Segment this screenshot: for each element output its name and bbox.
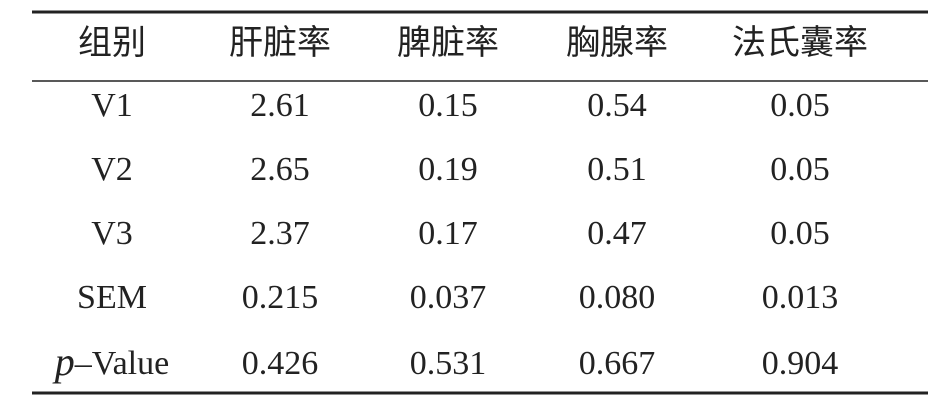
header-cell: 组别 <box>78 24 146 62</box>
value-cell: 0.426 <box>242 345 319 382</box>
header-cell: 胸腺率 <box>566 24 668 62</box>
value-cell: 0.17 <box>418 215 478 252</box>
header-cell: 肝脏率 <box>229 24 331 62</box>
value-cell: 0.080 <box>579 279 656 316</box>
value-cell: 0.51 <box>587 151 647 188</box>
value-cell: 0.05 <box>770 87 830 124</box>
value-cell: 0.05 <box>770 215 830 252</box>
value-cell: 0.215 <box>242 279 319 316</box>
row-label: V2 <box>91 151 133 188</box>
value-cell: 0.013 <box>762 279 839 316</box>
row-label: V1 <box>91 87 133 124</box>
italic-symbol: p <box>52 339 75 384</box>
value-cell: 0.15 <box>418 87 478 124</box>
row-label: V3 <box>91 215 133 252</box>
value-cell: 2.61 <box>250 87 310 124</box>
row-label: SEM <box>77 279 147 316</box>
value-cell: 0.47 <box>587 215 647 252</box>
value-cell: 2.65 <box>250 151 310 188</box>
header-cell: 脾脏率 <box>397 24 499 62</box>
value-cell: 0.05 <box>770 151 830 188</box>
value-cell: 0.904 <box>762 345 839 382</box>
header-cell: 法氏囊率 <box>732 24 868 62</box>
value-cell: 0.667 <box>579 345 656 382</box>
row-label: p–Value <box>52 339 169 384</box>
value-cell: 2.37 <box>250 215 310 252</box>
value-cell: 0.531 <box>410 345 487 382</box>
label-text: –Value <box>74 345 169 382</box>
value-cell: 0.19 <box>418 151 478 188</box>
value-cell: 0.037 <box>410 279 487 316</box>
value-cell: 0.54 <box>587 87 647 124</box>
